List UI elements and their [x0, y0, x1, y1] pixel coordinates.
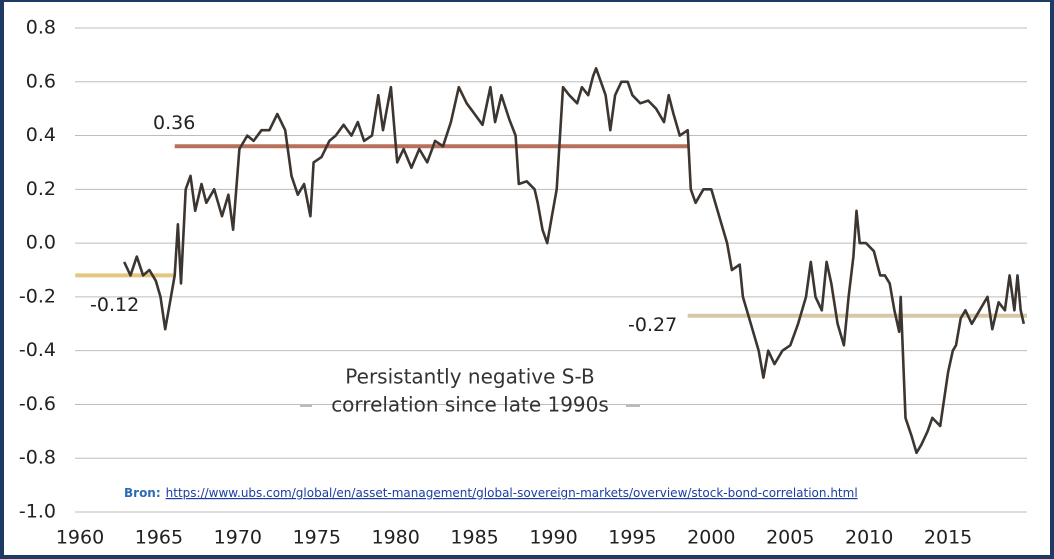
reference-label: -0.27: [628, 314, 677, 336]
y-tick-label: -1.0: [19, 501, 56, 523]
x-tick-label: 2005: [766, 527, 814, 549]
y-tick-label: 0.2: [26, 178, 56, 200]
y-tick-label: -0.2: [19, 285, 56, 307]
y-tick-label: 0.8: [26, 17, 56, 39]
x-tick-label: 1960: [56, 527, 104, 549]
annotation: Persistantly negative S-B: [345, 365, 594, 389]
y-tick-label: -0.6: [19, 393, 56, 415]
source: Bron: https://www.ubs.com/global/en/asset…: [124, 486, 858, 500]
x-tick-label: 1970: [214, 527, 262, 549]
x-tick-label: 1985: [450, 527, 498, 549]
y-tick-label: 0.6: [26, 70, 56, 92]
x-tick-label: 1980: [371, 527, 419, 549]
x-tick-label: 1990: [529, 527, 577, 549]
y-tick-label: 0.4: [26, 124, 56, 146]
y-tick-label: 0.0: [26, 232, 56, 254]
x-tick-label: 1995: [608, 527, 656, 549]
annotation: correlation since late 1990s: [331, 393, 609, 417]
series-line: [123, 67, 1026, 455]
x-tick-label: 1965: [135, 527, 183, 549]
source-label: Bron:: [124, 486, 161, 500]
x-tick-label: 1975: [293, 527, 341, 549]
reference-label: 0.36: [153, 112, 195, 134]
reference-label: -0.12: [90, 294, 139, 316]
y-tick-label: -0.8: [19, 447, 56, 469]
x-tick-label: 2000: [687, 527, 735, 549]
x-tick-label: 2015: [924, 527, 972, 549]
y-tick-label: -0.4: [19, 339, 56, 361]
source-link[interactable]: https://www.ubs.com/global/en/asset-mana…: [166, 486, 858, 500]
x-tick-label: 2010: [845, 527, 893, 549]
